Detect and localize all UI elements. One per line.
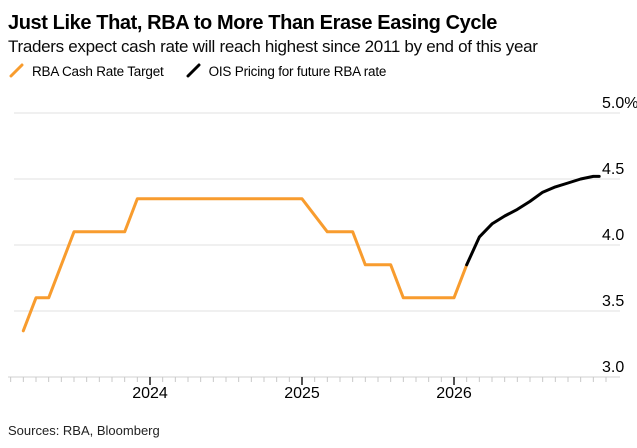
legend-label: OIS Pricing for future RBA rate [208, 63, 387, 79]
y-axis-label: 3.5 [602, 293, 624, 310]
x-axis-label: 2024 [132, 385, 168, 402]
x-axis-label: 2025 [284, 385, 320, 402]
y-axis-label: 3.0 [602, 359, 624, 376]
rba-cash-rate-line [21, 197, 469, 333]
legend-item-rba-cash-rate: RBA Cash Rate Target [9, 63, 164, 79]
sources-note: Sources: RBA, Bloomberg [8, 423, 160, 438]
line-swatch-icon [9, 63, 24, 78]
legend-label: RBA Cash Rate Target [32, 63, 164, 79]
line-swatch-stroke [9, 63, 24, 78]
chart-subtitle: Traders expect cash rate will reach high… [8, 37, 538, 56]
x-axis-label: 2026 [436, 385, 472, 402]
chart-legend: RBA Cash Rate Target OIS Pricing for fut… [9, 63, 386, 79]
ois-pricing-line [465, 174, 601, 267]
y-axis-label: 5.0% [602, 95, 637, 112]
page-title: Just Like That, RBA to More Than Erase E… [8, 12, 497, 34]
legend-item-ois-pricing: OIS Pricing for future RBA rate [186, 63, 387, 79]
line-swatch-stroke [186, 63, 201, 78]
y-axis-label: 4.5 [602, 161, 624, 178]
line-swatch-icon [186, 63, 201, 78]
y-axis-label: 4.0 [602, 227, 624, 244]
